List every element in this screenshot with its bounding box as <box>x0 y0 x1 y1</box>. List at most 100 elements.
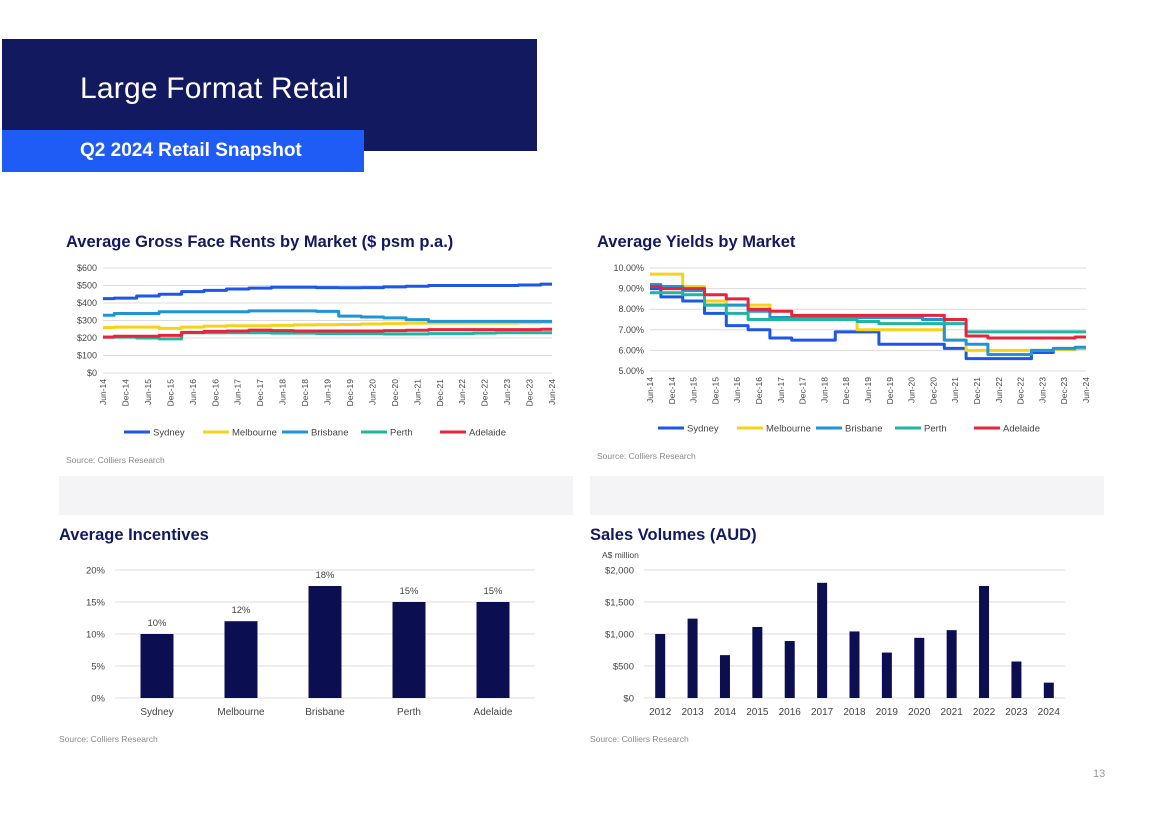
x-tick-label: Dec-18 <box>300 379 310 407</box>
y-tick-label: 8.00% <box>618 304 644 314</box>
y-tick-label: 5.00% <box>618 366 644 376</box>
legend-label: Brisbane <box>311 428 349 439</box>
y-tick-label: $300 <box>77 316 97 326</box>
legend-label: Brisbane <box>845 424 883 435</box>
x-tick-label: Dec-14 <box>667 377 677 405</box>
x-tick-label: Jun-23 <box>1037 377 1047 403</box>
x-tick-label: Dec-17 <box>798 377 808 405</box>
x-tick-label: Jun-16 <box>188 379 198 405</box>
bar-sydney <box>140 634 174 698</box>
y-tick-label: $100 <box>77 351 97 361</box>
x-tick-label: Dec-16 <box>210 379 220 407</box>
bar-perth <box>392 602 426 698</box>
series-line-melbourne <box>103 320 552 330</box>
yields-source: Source: Colliers Research <box>597 451 696 461</box>
x-tick-label: Dec-16 <box>754 377 764 405</box>
bar-2017 <box>817 582 828 698</box>
bar-2015 <box>752 626 763 698</box>
series-line-perth <box>650 291 1086 334</box>
x-tick-label: Dec-14 <box>120 379 130 407</box>
x-tick-label: 2014 <box>714 707 737 718</box>
y-tick-label: 9.00% <box>618 284 644 294</box>
bar-2018 <box>849 631 860 698</box>
y-tick-label: 10.00% <box>613 263 644 273</box>
x-tick-label: Dec-21 <box>972 377 982 405</box>
x-tick-label: 2013 <box>681 707 704 718</box>
y-tick-label: $1,500 <box>605 598 634 609</box>
x-tick-label: Melbourne <box>217 707 265 718</box>
x-tick-label: 2015 <box>746 707 769 718</box>
x-tick-label: Jun-24 <box>1081 377 1091 403</box>
x-tick-label: Jun-14 <box>98 379 108 405</box>
x-tick-label: Dec-21 <box>435 379 445 407</box>
x-tick-label: Jun-22 <box>457 379 467 405</box>
bar-2012 <box>655 634 666 698</box>
y-tick-label: $2,000 <box>605 566 634 577</box>
x-tick-label: Adelaide <box>474 707 513 718</box>
x-tick-label: Dec-19 <box>345 379 355 407</box>
x-tick-label: 2016 <box>779 707 802 718</box>
x-tick-label: 2020 <box>908 707 931 718</box>
x-tick-label: Dec-23 <box>525 379 535 407</box>
data-label: 10% <box>147 618 167 629</box>
x-tick-label: Jun-20 <box>907 377 917 403</box>
grey-spacer-left <box>59 476 573 515</box>
data-label: 12% <box>231 605 251 616</box>
x-tick-label: 2012 <box>649 707 672 718</box>
series-line-adelaide <box>650 285 1086 340</box>
series-line-brisbane <box>103 309 552 323</box>
y-tick-label: $500 <box>613 662 634 673</box>
x-tick-label: Dec-22 <box>1016 377 1026 405</box>
bar-2013 <box>687 618 698 698</box>
x-tick-label: Jun-19 <box>323 379 333 405</box>
x-tick-label: Jun-21 <box>412 379 422 405</box>
x-tick-label: Jun-17 <box>233 379 243 405</box>
x-tick-label: Jun-18 <box>819 377 829 403</box>
x-tick-label: Jun-14 <box>645 377 655 403</box>
data-label: 18% <box>315 570 335 581</box>
legend-label: Sydney <box>687 424 719 435</box>
legend-label: Melbourne <box>232 428 277 439</box>
x-tick-label: Dec-20 <box>390 379 400 407</box>
x-tick-label: 2022 <box>973 707 996 718</box>
bar-adelaide <box>476 602 510 698</box>
x-tick-label: 2019 <box>876 707 899 718</box>
x-tick-label: Jun-19 <box>863 377 873 403</box>
legend-label: Perth <box>924 424 947 435</box>
y-tick-label: 0% <box>91 694 105 705</box>
legend-label: Sydney <box>153 428 185 439</box>
y-axis-label: A$ million <box>602 550 639 560</box>
series-line-sydney <box>650 287 1086 361</box>
x-tick-label: Jun-22 <box>994 377 1004 403</box>
incentives-source: Source: Colliers Research <box>59 734 158 744</box>
y-tick-label: $400 <box>77 298 97 308</box>
sales-chart-title: Sales Volumes (AUD) <box>590 526 757 544</box>
x-tick-label: Brisbane <box>305 707 345 718</box>
sales-bar-chart: $0 $500 $1,000 $1,500 $2,000 A$ million 2012 20… <box>602 550 1065 718</box>
series-line-perth <box>103 331 552 341</box>
rents-source: Source: Colliers Research <box>66 455 165 465</box>
x-tick-label: Jun-18 <box>278 379 288 405</box>
x-tick-label: Dec-23 <box>1059 377 1069 405</box>
x-tick-label: Dec-15 <box>710 377 720 405</box>
x-tick-label: Dec-18 <box>841 377 851 405</box>
x-tick-label: 2017 <box>811 707 834 718</box>
bar-melbourne <box>224 621 258 698</box>
y-tick-label: 10% <box>86 630 106 641</box>
legend-label: Adelaide <box>469 428 506 439</box>
data-label: 15% <box>399 586 419 597</box>
incentives-chart-title: Average Incentives <box>59 526 209 544</box>
y-tick-label: 5% <box>91 662 105 673</box>
rents-chart-title: Average Gross Face Rents by Market ($ ps… <box>66 233 454 251</box>
y-tick-label: 7.00% <box>618 325 644 335</box>
x-tick-label: 2024 <box>1038 707 1061 718</box>
x-tick-label: 2023 <box>1005 707 1028 718</box>
y-tick-label: 20% <box>86 566 106 577</box>
bar-2014 <box>719 655 730 698</box>
y-tick-label: 6.00% <box>618 345 644 355</box>
x-tick-label: 2021 <box>941 707 964 718</box>
y-tick-label: 15% <box>86 598 106 609</box>
x-tick-label: Jun-20 <box>367 379 377 405</box>
data-label: 15% <box>483 586 503 597</box>
page-number: 13 <box>1093 768 1106 780</box>
